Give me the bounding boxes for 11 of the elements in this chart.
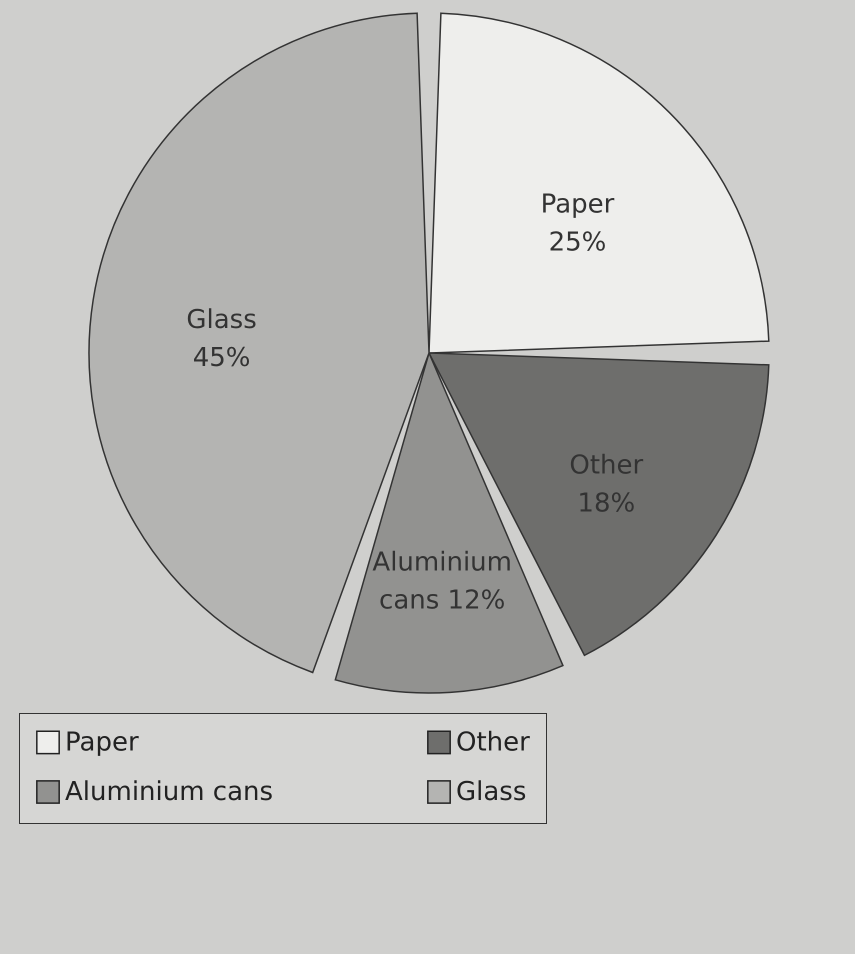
- slice-label: Glass: [186, 305, 257, 336]
- slice-label: Paper: [540, 190, 615, 220]
- legend-label: Aluminium cans: [65, 777, 274, 807]
- legend-label: Other: [456, 727, 530, 758]
- legend-label: Paper: [65, 727, 139, 758]
- legend-label: Glass: [456, 777, 526, 807]
- data-label: 45%: [192, 343, 250, 374]
- category-label: Aluminium cans 12%: [372, 548, 512, 616]
- data-label: 18%: [577, 488, 636, 519]
- data-label: 25%: [548, 228, 606, 258]
- slice-label: Other: [569, 450, 644, 481]
